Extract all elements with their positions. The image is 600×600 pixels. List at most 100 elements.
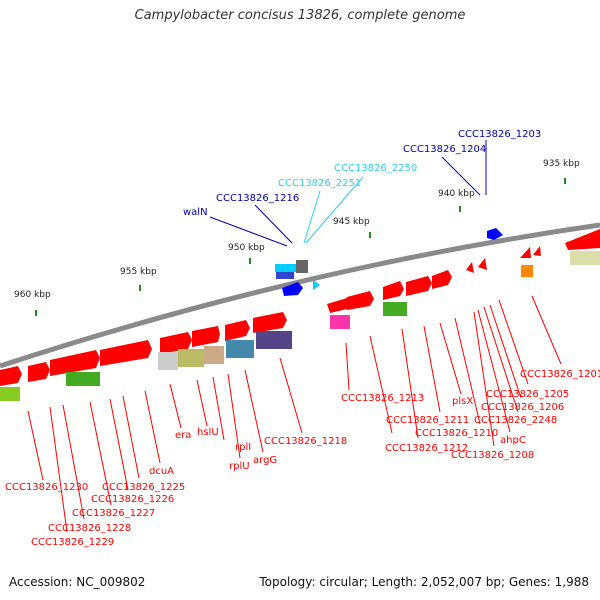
leader-line bbox=[279, 357, 303, 434]
gene-label: CCC13826_1229 bbox=[31, 537, 114, 548]
gene-block bbox=[66, 372, 100, 386]
leader-line bbox=[531, 295, 562, 365]
upper-labels: CCC13826_1203 CCC13826_1204 CCC13826_225… bbox=[183, 129, 541, 218]
gene-label: CCC13826_1228 bbox=[48, 523, 131, 534]
gene-label: ahpC bbox=[500, 435, 526, 446]
gene-arrow bbox=[520, 247, 531, 258]
gene-label: CCC13826_1225 bbox=[102, 482, 185, 493]
gene-label: CCC13826_1206 bbox=[481, 402, 564, 413]
leader-line bbox=[489, 304, 522, 399]
gene-label: CCC13826_1227 bbox=[72, 508, 155, 519]
gene-arrow bbox=[347, 291, 374, 310]
gene-arrow bbox=[100, 340, 152, 366]
tick-label: 945 kbp bbox=[333, 217, 370, 227]
gene-block bbox=[521, 265, 533, 277]
leader-line bbox=[62, 404, 85, 520]
gene-label: CCC13826_1226 bbox=[91, 494, 174, 505]
leader-lines bbox=[27, 140, 562, 533]
leader-line bbox=[196, 379, 208, 427]
gene-arrow bbox=[0, 366, 22, 386]
gene-label: CCC13826_2251 bbox=[278, 178, 361, 189]
gene-arrow bbox=[160, 332, 192, 354]
gene-label: argG bbox=[253, 455, 277, 466]
gene-label: dcuA bbox=[149, 466, 174, 477]
gene-arrow bbox=[28, 362, 50, 382]
gene-arrow bbox=[225, 320, 250, 341]
gene-arrow bbox=[282, 282, 303, 296]
leader-line bbox=[212, 376, 225, 441]
leader-line bbox=[169, 383, 182, 429]
gene-block bbox=[276, 272, 294, 279]
gene-label: CCC13826_2248 bbox=[474, 415, 557, 426]
main-genes bbox=[0, 270, 452, 386]
gene-label: plsX bbox=[452, 396, 473, 407]
gene-label: CCC13826_1211 bbox=[386, 415, 469, 426]
tick-label: 950 kbp bbox=[228, 243, 265, 253]
gene-label: CCC13826_1208 bbox=[451, 450, 534, 461]
leader-line bbox=[227, 373, 241, 459]
gene-arrow bbox=[432, 270, 452, 289]
gene-block bbox=[296, 260, 308, 273]
gene-label: rplU bbox=[229, 461, 250, 472]
gene-label: CCC13826_1210 bbox=[415, 428, 498, 439]
leader-line bbox=[303, 190, 321, 244]
gene-label: CCC13826_1218 bbox=[264, 436, 347, 447]
gene-label: CCC13826_1212 bbox=[385, 443, 468, 454]
leader-line bbox=[244, 369, 264, 453]
gene-arrow bbox=[487, 228, 503, 240]
gene-arrow bbox=[313, 280, 320, 290]
leader-line bbox=[254, 204, 293, 244]
gene-block bbox=[383, 302, 407, 316]
gene-arrow bbox=[565, 229, 600, 250]
gene-label: rplI bbox=[235, 442, 251, 453]
gene-arrow bbox=[327, 298, 347, 313]
gene-label: CCC13826_1203 bbox=[458, 129, 541, 140]
gene-label: CCC13826_1216 bbox=[216, 193, 299, 204]
leader-line bbox=[423, 325, 441, 413]
gene-arrow bbox=[253, 312, 287, 333]
leader-line bbox=[305, 176, 364, 244]
gene-block bbox=[226, 340, 254, 358]
leader-line bbox=[498, 299, 529, 385]
lower-genes bbox=[0, 302, 407, 401]
leader-line bbox=[345, 342, 350, 391]
leader-line bbox=[369, 335, 393, 434]
leader-line bbox=[483, 306, 519, 413]
gene-label: CCC13826_1230 bbox=[5, 482, 88, 493]
topology-text: Topology: circular; Length: 2,052,007 bp… bbox=[259, 575, 589, 589]
leader-line bbox=[477, 309, 511, 433]
gene-label: era bbox=[175, 430, 191, 441]
gene-block bbox=[275, 264, 297, 272]
gene-label: CCC13826_1213 bbox=[341, 393, 424, 404]
tick-label: 960 kbp bbox=[14, 290, 51, 300]
gene-arrow bbox=[192, 326, 220, 347]
leader-line bbox=[89, 401, 112, 506]
gene-block bbox=[204, 346, 224, 364]
gene-arrow bbox=[466, 262, 474, 273]
tick-label: 935 kbp bbox=[543, 159, 580, 169]
gene-label: CCC13826_1204 bbox=[403, 144, 486, 155]
leader-line bbox=[144, 390, 161, 464]
leader-line bbox=[439, 322, 462, 395]
gene-label: CCC13826_1205 bbox=[486, 389, 569, 400]
leader-line bbox=[49, 406, 68, 533]
gene-label: hslU bbox=[197, 427, 219, 438]
leader-line bbox=[441, 156, 481, 196]
tick-label: 955 kbp bbox=[120, 267, 157, 277]
gene-block bbox=[158, 352, 178, 370]
gene-block bbox=[570, 251, 600, 265]
tick-marks bbox=[35, 178, 566, 316]
leader-line bbox=[109, 398, 129, 491]
leader-line bbox=[454, 317, 481, 425]
upper-genes bbox=[275, 228, 600, 296]
leader-line bbox=[401, 328, 419, 439]
gene-block bbox=[0, 387, 20, 401]
tick-label: 940 kbp bbox=[438, 189, 475, 199]
gene-arrow bbox=[478, 258, 487, 270]
leader-line bbox=[27, 410, 44, 481]
lower-labels: CCC13826_1201 CCC13826_1205 CCC13826_120… bbox=[5, 369, 600, 548]
backbone bbox=[0, 222, 600, 369]
gene-arrow bbox=[533, 246, 541, 256]
gene-label: CCC13826_1201 bbox=[520, 369, 600, 380]
